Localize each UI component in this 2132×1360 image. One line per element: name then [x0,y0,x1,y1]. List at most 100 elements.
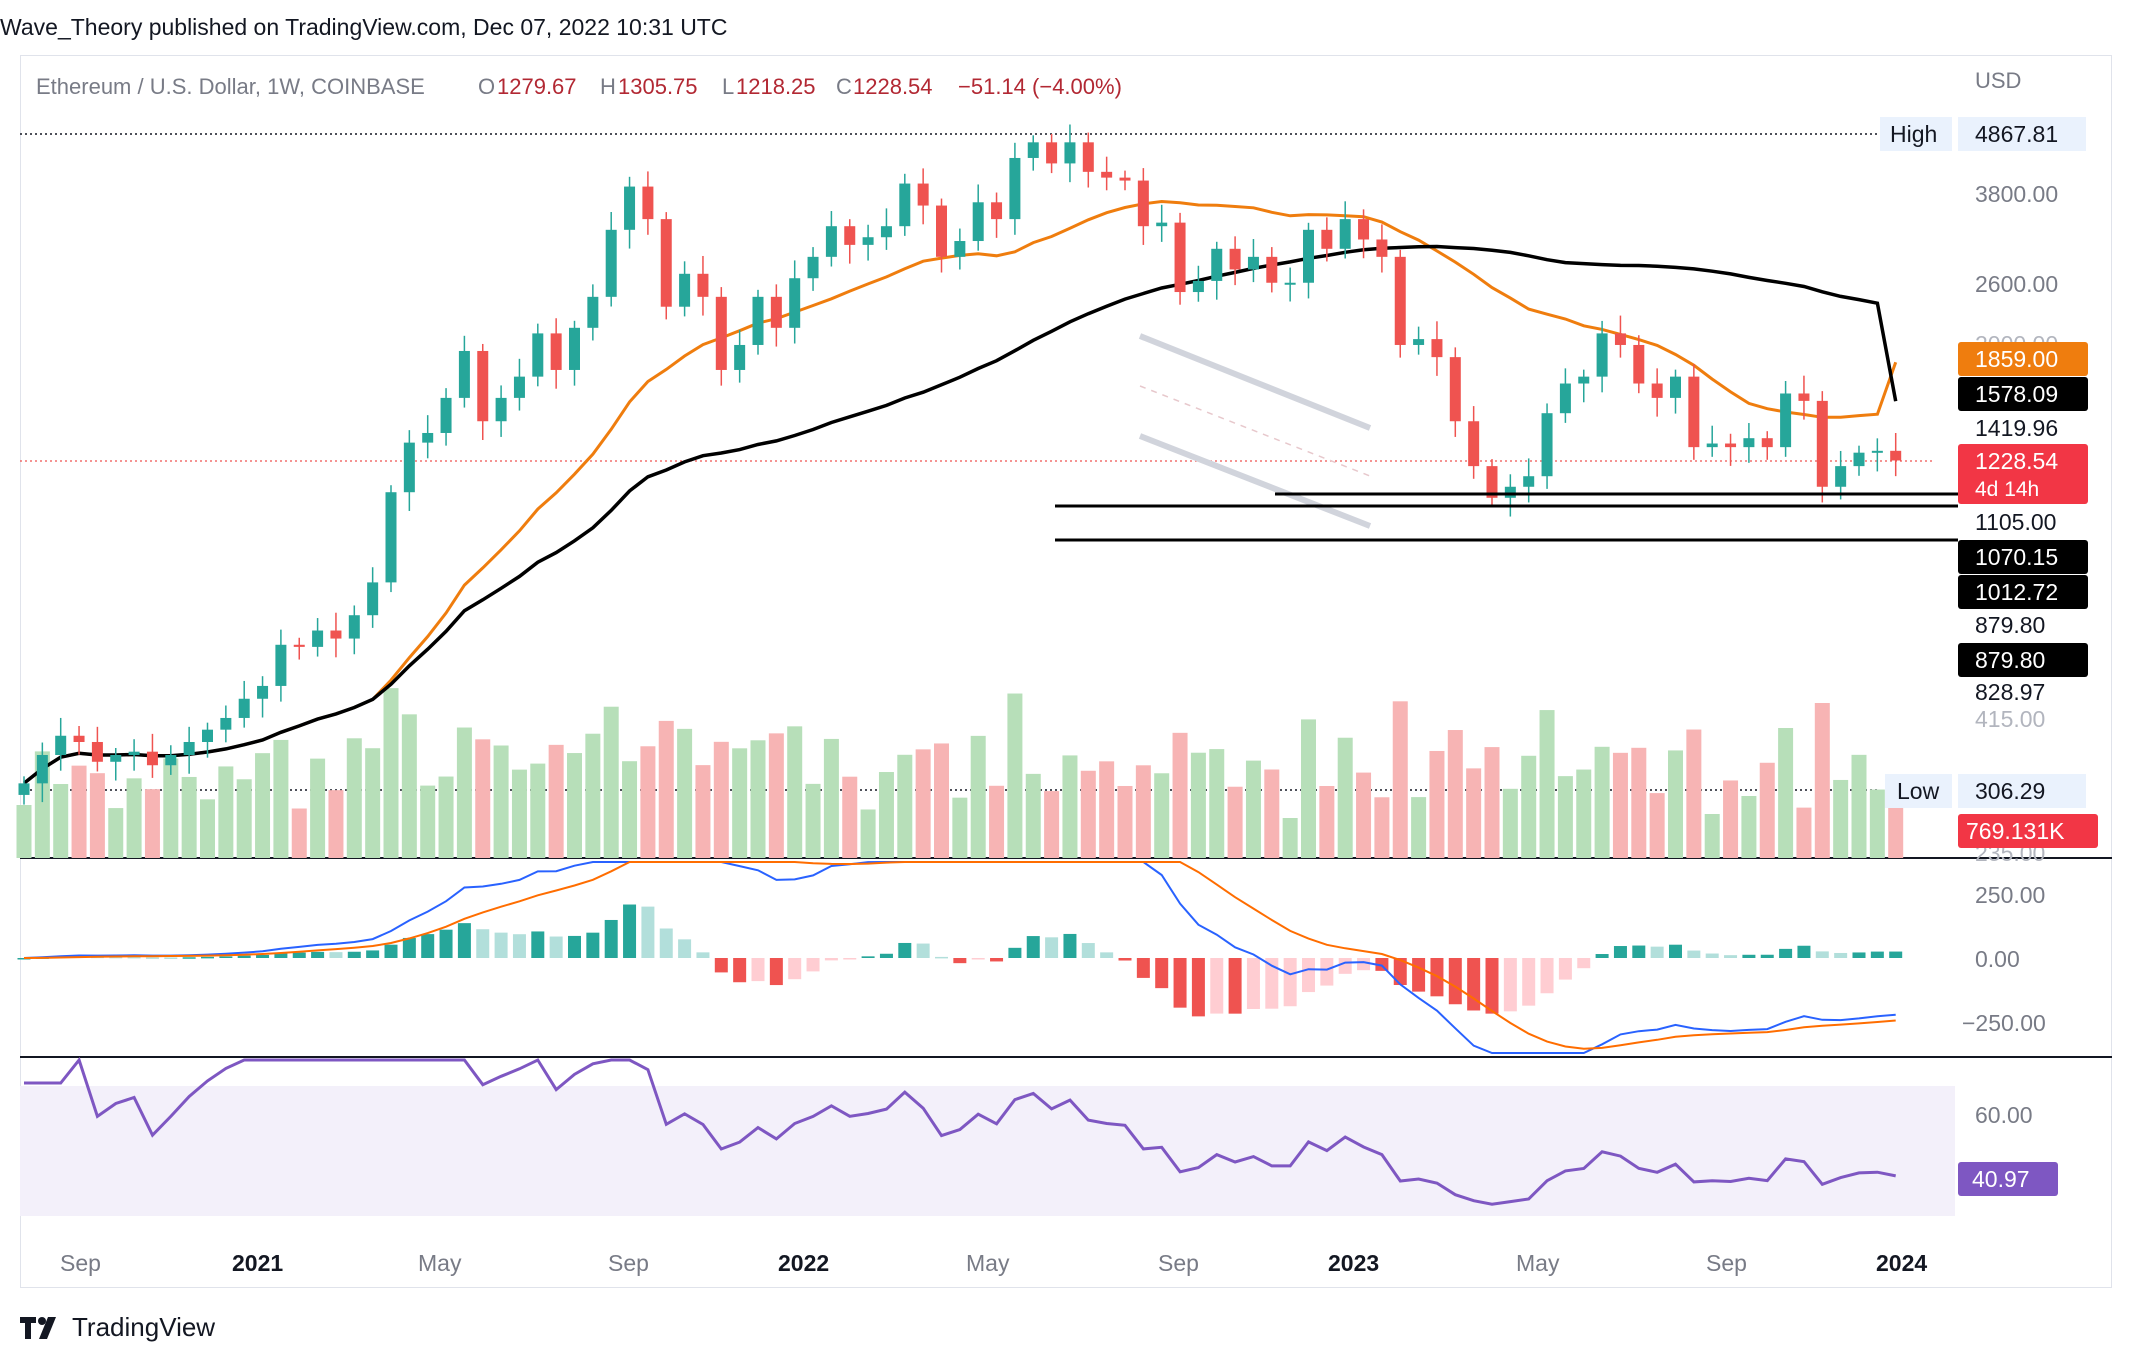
candle-body [1284,282,1296,285]
volume-bar [1704,814,1720,858]
price-tick-2600: 2600.00 [1975,271,2058,297]
candle-body [220,717,232,730]
candle-body [1541,413,1553,477]
time-label-sep-2020: Sep [60,1250,101,1276]
volume-bar [1025,773,1041,858]
low-pill-value: 306.29 [1975,778,2045,804]
candle-body [238,698,250,718]
level-badge-3 [1958,643,2088,677]
volume-bar [126,778,142,858]
candle-body [1578,376,1590,384]
macd-pane [17,861,1903,1054]
volume-bar [1869,789,1885,858]
macd-histogram-bar [1724,955,1738,958]
macd-histogram-bar [696,952,710,958]
macd-histogram-bar [714,958,728,973]
macd-histogram-bar [1136,958,1150,978]
macd-histogram-bar [678,939,692,958]
volume-bar [365,748,381,858]
volume-bar [713,741,729,858]
volume-bar [1484,747,1500,858]
price-tick-879: 879.80 [1975,612,2045,638]
candle-body [1761,438,1773,448]
candle-body [789,278,801,328]
candle-body [605,229,617,297]
candle-body [1266,256,1278,283]
candle-body [422,432,434,443]
candle-body [734,344,746,370]
candle-body [458,350,470,398]
macd-histogram-bar [1191,958,1205,1017]
volume-bar [1723,780,1739,858]
candle-body [1394,256,1406,345]
candle-body [1358,219,1370,240]
candle-body [624,186,636,230]
candle-body [1853,452,1865,467]
volume-bar [1594,746,1610,858]
volume-bar [934,743,949,858]
volume-bar [1668,750,1683,858]
low-value-pill [1958,774,2086,808]
macd-histogram-bar [824,958,838,961]
candle-body [18,783,30,795]
macd-histogram-bar [237,955,251,958]
candle-body [348,615,360,639]
candle-body [73,735,85,742]
last-price-value: 1228.54 [1975,448,2058,474]
volume-bar [53,784,69,858]
macd-histogram-bar [402,937,416,958]
candle-body [55,735,67,755]
macd-histogram-bar [1026,936,1040,958]
volume-bar [1062,755,1078,858]
candle-body [1449,357,1461,422]
moving-averages [22,199,1898,785]
volume-bar [1796,807,1812,858]
candle-body [715,296,727,370]
volume-bars [16,688,1904,858]
macd-histogram-bar [274,953,288,958]
ma-black-badge [1958,377,2088,411]
macd-histogram-bar [494,932,508,958]
candle-body [1339,219,1351,249]
volume-bar [1411,797,1427,858]
candle-body [367,582,379,616]
volume-bar [328,790,344,858]
volume-bar [1631,747,1647,858]
candle-body [954,241,966,257]
macd-tick-neg250: −250.00 [1962,1010,2046,1036]
rsi-value: 40.97 [1972,1166,2030,1192]
candle-body [1009,157,1021,220]
candle-body [1486,466,1498,498]
volume-bar [1154,773,1170,858]
candle-body [936,205,947,257]
high-label: H [600,74,616,99]
price-tick-828: 828.97 [1975,679,2045,705]
macd-histogram-bar [182,957,196,959]
symbol-title: Ethereum / U.S. Dollar, 1W, COINBASE [36,74,425,99]
candle-body [587,296,599,328]
macd-histogram-bar [641,906,655,958]
level-value-2: 1012.72 [1975,579,2058,605]
candle-body [1559,383,1571,414]
macd-histogram-bar [953,958,967,964]
volume-bar [603,706,619,858]
low-pill [1885,774,1952,808]
volume-bar [1337,737,1353,858]
candle-body [1780,393,1792,448]
macd-histogram-bar [127,956,141,959]
candle-body [991,202,1003,220]
macd-histogram-bar [1889,951,1903,958]
moving-average-black-line [22,244,1898,785]
candle-body [770,296,782,328]
candle-body [660,219,672,307]
candle-body [1523,476,1535,487]
macd-histogram-bar [1650,946,1664,958]
volume-bar [181,776,197,858]
time-label-sep-2022: Sep [1158,1250,1199,1276]
ma-orange-value: 1859.00 [1975,346,2058,372]
candlesticks [18,124,1902,805]
rsi-pane [24,1056,1896,1206]
volume-bar [1099,761,1115,858]
macd-histogram-bar [201,956,214,959]
